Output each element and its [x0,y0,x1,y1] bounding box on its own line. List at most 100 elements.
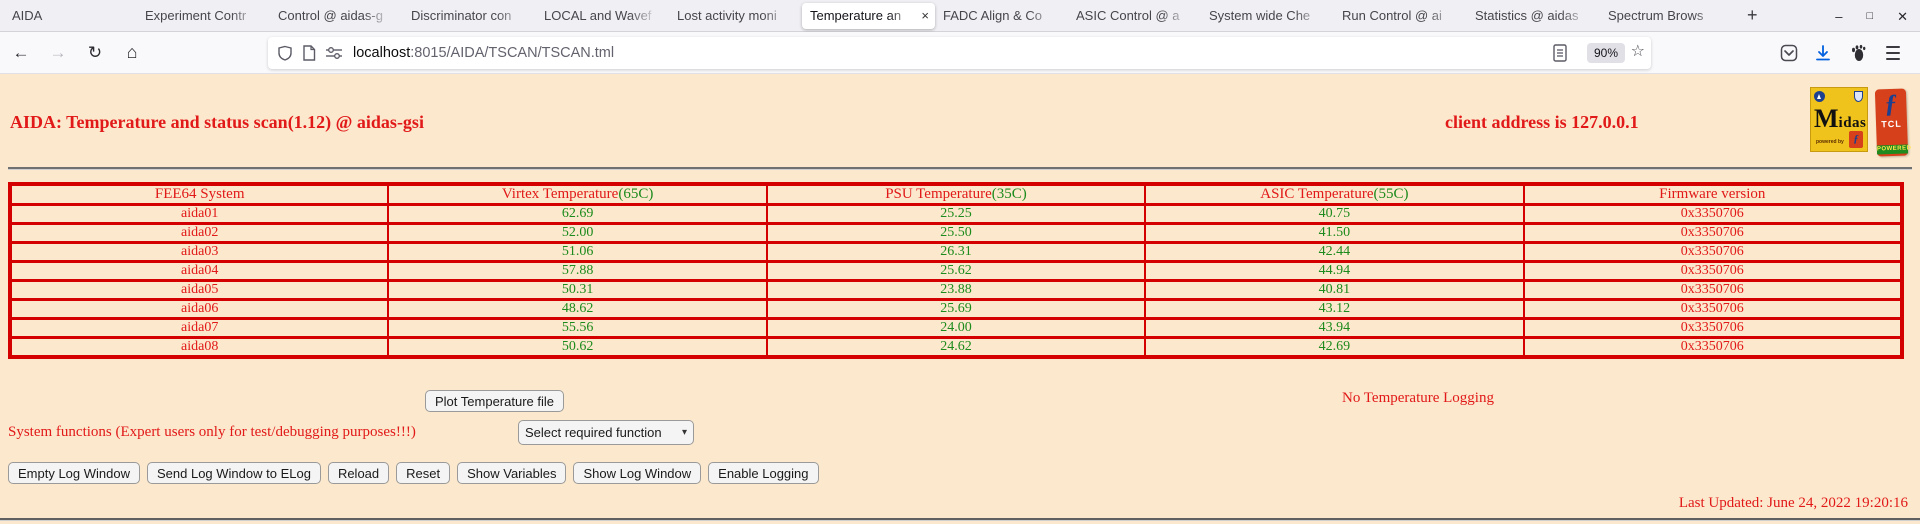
new-tab-button[interactable]: + [1747,5,1758,25]
send-log-window-to-elog-button[interactable]: Send Log Window to ELog [147,462,321,484]
tab-lost-activity[interactable]: Lost activity moni [677,8,777,23]
url-bar[interactable]: localhost:8015/AIDA/TSCAN/TSCAN.tml 90% … [268,37,1651,69]
show-variables-button[interactable]: Show Variables [457,462,567,484]
midas-tcl-feather-icon: ƒ [1849,131,1863,148]
cell-system: aida07 [8,317,390,339]
tab-spectrum-browser[interactable]: Spectrum Brows [1608,8,1704,23]
reload-icon[interactable]: ↻ [87,42,103,62]
chevron-down-icon: ▾ [681,427,687,438]
cell-psu: 23.88 [765,279,1147,301]
bookmark-star-icon[interactable]: ☆ [1630,43,1645,60]
tab-experiment-control[interactable]: Experiment Contr [145,8,247,23]
function-select-value: Select required function [525,425,662,440]
cell-virtex: 48.62 [387,298,768,320]
gnome-footprint-icon[interactable] [1849,32,1867,74]
url-host: localhost [353,45,411,61]
log-buttons-row: Empty Log Window Send Log Window to ELog… [8,462,819,484]
table-header-row: FEE64 System Virtex Temperature(65C) PSU… [8,182,1904,206]
temperature-scan-table: FEE64 System Virtex Temperature(65C) PSU… [8,182,1904,359]
cell-firmware: 0x3350706 [1522,222,1904,244]
tab-aida[interactable]: AIDA [12,8,43,23]
cell-virtex: 62.69 [387,203,768,225]
empty-log-window-button[interactable]: Empty Log Window [8,462,140,484]
table-row: aida07 55.56 24.00 43.94 0x3350706 [8,317,1904,339]
tab-system-wide-checks[interactable]: System wide Che [1209,8,1311,23]
url-path: :8015/AIDA/TSCAN/TSCAN.tml [410,45,615,61]
cell-psu: 24.62 [765,336,1147,359]
pocket-icon[interactable] [1780,32,1798,74]
download-icon[interactable] [1814,32,1832,74]
cell-asic: 43.94 [1144,317,1525,339]
tab-fadc-align[interactable]: FADC Align & Co [943,8,1042,23]
tab-statistics[interactable]: Statistics @ aidas [1475,8,1579,23]
window-controls: – □ ✕ [1835,0,1908,32]
page-info-icon[interactable] [302,45,316,61]
cell-system: aida03 [8,241,390,263]
col-header-psu: PSU Temperature(35C) [765,182,1147,206]
menu-hamburger-icon[interactable] [1886,32,1900,74]
cell-asic: 42.69 [1144,336,1525,359]
midas-logo-text: Midas [1814,104,1867,133]
cell-virtex: 50.62 [387,336,768,359]
client-address: client address is 127.0.0.1 [1445,112,1639,132]
url-text[interactable]: localhost:8015/AIDA/TSCAN/TSCAN.tml [353,45,614,61]
col-header-asic: ASIC Temperature(55C) [1144,182,1525,206]
reload-button[interactable]: Reload [327,462,390,484]
cell-system: aida08 [8,336,390,359]
last-updated-text: Last Updated: June 24, 2022 19:20:16 [1678,495,1908,511]
forward-icon[interactable]: → [49,42,67,62]
tcl-powered-logo[interactable]: ƒ TCL POWERED [1874,88,1912,157]
back-icon[interactable]: ← [12,42,30,62]
cell-firmware: 0x3350706 [1522,317,1904,339]
tcl-powered-text: POWERED [1876,144,1912,155]
table-row: aida04 57.88 25.62 44.94 0x3350706 [8,260,1904,282]
cell-firmware: 0x3350706 [1522,203,1904,225]
permissions-sliders-icon[interactable] [325,45,343,61]
tab-run-control[interactable]: Run Control @ ai [1342,8,1442,23]
midas-shield-right-icon [1854,91,1863,102]
midas-powered-by-text: powered by [1816,139,1844,145]
tab-temperature-active[interactable]: Temperature an × [802,2,935,29]
tab-close-icon[interactable]: × [921,8,929,23]
reset-button[interactable]: Reset [396,462,451,484]
cell-asic: 43.12 [1144,298,1525,320]
table-row: aida01 62.69 25.25 40.75 0x3350706 [8,203,1904,225]
page-content: AIDA: Temperature and status scan(1.12) … [0,74,1920,524]
cell-virtex: 51.06 [387,241,768,263]
shield-icon[interactable] [277,45,293,61]
reader-mode-icon[interactable] [1553,44,1567,62]
home-icon[interactable]: ⌂ [126,42,138,62]
cell-asic: 41.50 [1144,222,1525,244]
tcl-logo-text: TCL [1881,118,1902,130]
tab-control-aidas[interactable]: Control @ aidas-g [278,8,383,23]
cell-firmware: 0x3350706 [1522,336,1904,359]
cell-psu: 25.69 [765,298,1147,320]
cell-asic: 40.75 [1144,203,1525,225]
table-row: aida03 51.06 26.31 42.44 0x3350706 [8,241,1904,263]
zoom-level-badge[interactable]: 90% [1586,43,1625,63]
cell-psu: 25.50 [765,222,1147,244]
col-header-virtex: Virtex Temperature(65C) [387,182,768,206]
tab-discriminator[interactable]: Discriminator con [411,8,512,23]
browser-toolbar: ← → ↻ ⌂ localhost:8015/AIDA/TSCAN/TSCAN.… [0,32,1920,74]
enable-logging-button[interactable]: Enable Logging [708,462,819,484]
midas-logo[interactable]: Midas powered by ƒ [1810,87,1868,152]
window-close-icon[interactable]: ✕ [1897,8,1908,24]
table-row: aida05 50.31 23.88 40.81 0x3350706 [8,279,1904,301]
window-maximize-icon[interactable]: □ [1866,9,1874,22]
cell-asic: 44.94 [1144,260,1525,282]
tab-local-waveform[interactable]: LOCAL and Wavef [544,8,652,23]
cell-asic: 42.44 [1144,241,1525,263]
table-row: aida06 48.62 25.69 43.12 0x3350706 [8,298,1904,320]
col-header-fee64: FEE64 System [8,182,390,206]
cell-system: aida06 [8,298,390,320]
window-minimize-icon[interactable]: – [1835,8,1843,24]
cell-firmware: 0x3350706 [1522,279,1904,301]
cell-psu: 25.25 [765,203,1147,225]
plot-temperature-file-button[interactable]: Plot Temperature file [425,390,564,412]
tab-asic-control[interactable]: ASIC Control @ a [1076,8,1180,23]
browser-tab-bar: AIDA Experiment Contr Control @ aidas-g … [0,0,1920,32]
function-select[interactable]: Select required function ▾ [518,420,694,445]
cell-system: aida05 [8,279,390,301]
show-log-window-button[interactable]: Show Log Window [573,462,702,484]
